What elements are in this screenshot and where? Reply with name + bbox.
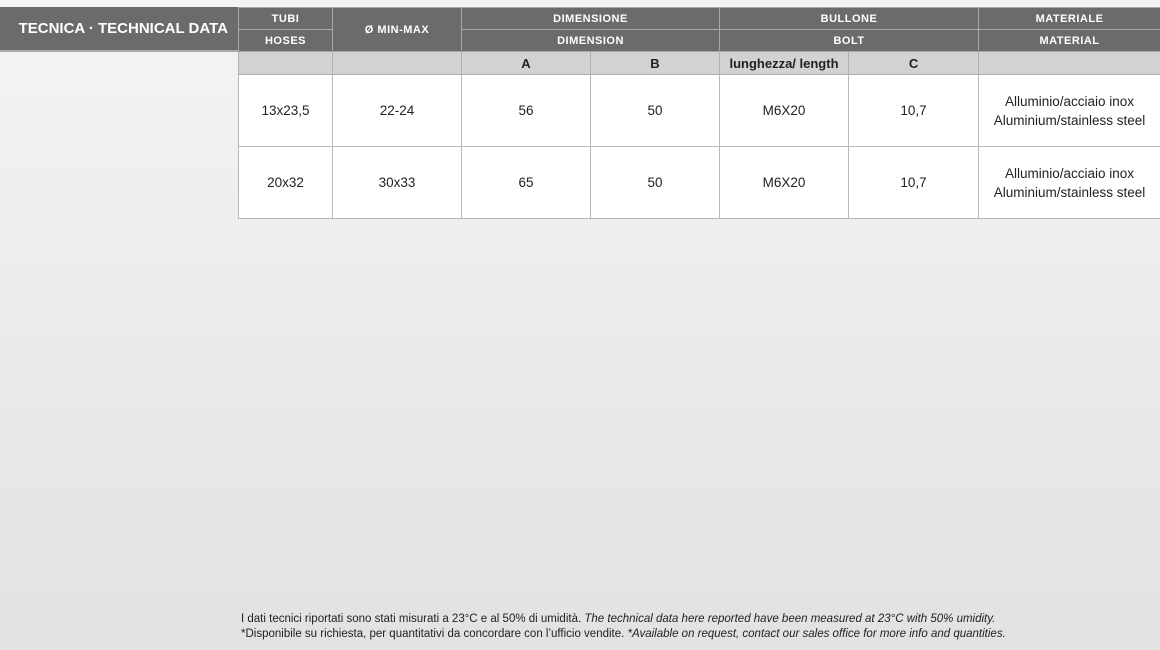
cell-hoses: 13x23,5 [238, 74, 333, 147]
cell-length: M6X20 [719, 74, 849, 147]
cell-b: 50 [590, 146, 720, 219]
header-minmax: Ø MIN-MAX [332, 7, 462, 52]
cell-a: 56 [461, 74, 591, 147]
subheader-b: B [590, 51, 720, 75]
cell-minmax: 30x33 [332, 146, 462, 219]
cell-b: 50 [590, 74, 720, 147]
cell-material: Alluminio/acciaio inox Aluminium/stainles… [978, 146, 1160, 219]
subheader-c: C [847, 51, 980, 75]
subheader-length: lunghezza/ length [719, 51, 849, 75]
header-material-it: MATERIALE [978, 7, 1160, 30]
section-title: TECNICA · TECHNICAL DATA [0, 7, 238, 52]
cell-length: M6X20 [719, 146, 849, 219]
header-row-en: HOSES DIMENSION BOLT MATERIAL [238, 29, 1160, 52]
material-en: Aluminium/stainless steel [993, 184, 1146, 200]
header-dimension-en: DIMENSION [461, 29, 720, 52]
table-row: 13x23,5 22-24 56 50 M6X20 10,7 Alluminio… [238, 74, 1160, 147]
material-it: Alluminio/acciaio inox [1004, 165, 1135, 181]
subheader-empty [238, 51, 333, 75]
subheader-row: A B lunghezza/ length C [238, 51, 1160, 75]
footnote-line-2: *Disponibile su richiesta, per quantitat… [241, 628, 1006, 640]
subheader-empty [332, 51, 462, 75]
header-bolt-en: BOLT [718, 29, 980, 52]
header-hoses-it: TUBI [238, 7, 333, 30]
cell-hoses: 20x32 [238, 146, 333, 219]
table-row: 20x32 30x33 65 50 M6X20 10,7 Alluminio/a… [238, 146, 1160, 219]
technical-data-table: TUBI Ø MIN-MAX DIMENSIONE BULLONE MATERI… [238, 7, 1160, 219]
cell-a: 65 [461, 146, 591, 219]
subheader-a: A [461, 51, 591, 75]
cell-c: 10,7 [847, 146, 980, 219]
footnote: I dati tecnici riportati sono stati misu… [241, 612, 1156, 642]
cell-c: 10,7 [847, 74, 980, 147]
header-hoses-en: HOSES [238, 29, 333, 52]
header-material-en: MATERIAL [978, 29, 1160, 52]
footnote-line-1: I dati tecnici riportati sono stati misu… [241, 613, 996, 625]
header-dimension-it: DIMENSIONE [461, 7, 720, 30]
header-row-it: TUBI Ø MIN-MAX DIMENSIONE BULLONE MATERI… [238, 7, 1160, 52]
subheader-empty [978, 51, 1160, 75]
header-bolt-it: BULLONE [718, 7, 980, 30]
cell-minmax: 22-24 [332, 74, 462, 147]
cell-material: Alluminio/acciaio inox Aluminium/stainles… [978, 74, 1160, 147]
material-it: Alluminio/acciaio inox [1004, 93, 1135, 109]
material-en: Aluminium/stainless steel [993, 112, 1146, 128]
